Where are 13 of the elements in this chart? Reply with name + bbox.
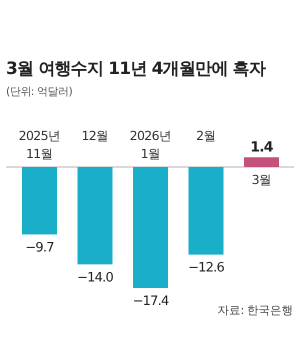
data-label: −12.6: [188, 260, 224, 276]
chart-subtitle: (단위: 억달러): [6, 85, 72, 98]
text: 자료: 한국은행: [217, 303, 293, 317]
data-label: −14.0: [77, 270, 114, 286]
x-tick-label: 12월: [81, 128, 109, 143]
data-label: 1.4: [250, 139, 274, 156]
x-tick-label: 2026년 1월: [130, 128, 172, 161]
chart-title: 3월 여행수지 11년 4개월만에 흑자: [6, 59, 266, 79]
x-tick-label: 3월: [252, 172, 272, 187]
x-tick-label: 2월: [196, 128, 216, 143]
data-label: −9.7: [25, 240, 54, 256]
data-label: −17.4: [132, 294, 169, 309]
x-tick-label: 2025년 11월: [18, 128, 60, 161]
